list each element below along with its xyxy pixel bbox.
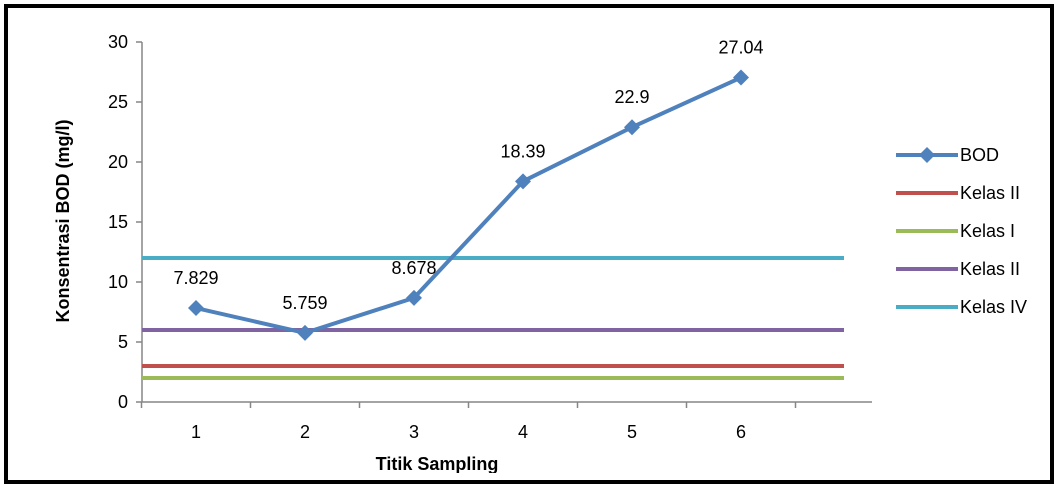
bod-point	[297, 324, 313, 341]
y-tick-label: 0	[118, 392, 128, 412]
bod-data-label: 22.9	[614, 87, 649, 107]
y-tick-label: 25	[108, 92, 128, 112]
x-tick-label: 2	[300, 422, 310, 442]
bod-data-label: 7.829	[173, 268, 218, 288]
bod-point	[188, 300, 204, 317]
x-tick-label: 3	[409, 422, 419, 442]
bod-data-label: 27.04	[718, 38, 763, 58]
legend: BOD Kelas II Kelas I Kelas II Kelas IV	[896, 145, 1027, 317]
bod-data-label: 8.678	[391, 258, 436, 278]
legend-label: Kelas I	[960, 221, 1015, 241]
x-tick-label: 1	[191, 422, 201, 442]
bod-point	[624, 119, 640, 136]
y-tick-label: 30	[108, 32, 128, 52]
bod-data-label: 18.39	[500, 141, 545, 161]
y-axis-title: Konsentrasi BOD (mg/l)	[53, 119, 73, 322]
x-tick-label: 4	[518, 422, 528, 442]
legend-label: Kelas II	[960, 183, 1020, 203]
axes: 0 5 10 15 20 25 30 1 2 3 4 5 6	[108, 32, 872, 442]
series-layer	[142, 69, 844, 380]
y-tick-label: 5	[118, 332, 128, 352]
chart-frame	[4, 4, 1054, 484]
y-tick-label: 15	[108, 212, 128, 232]
y-tick-label: 20	[108, 152, 128, 172]
bod-line-chart: 0 5 10 15 20 25 30 1 2 3 4 5 6 7.829 5.759 8.678 18.39 2…	[53, 32, 1027, 473]
x-axis-title: Titik Sampling	[376, 454, 499, 473]
bod-data-label: 5.759	[282, 293, 327, 313]
labels-layer: 7.829 5.759 8.678 18.39 22.9 27.04	[173, 38, 763, 313]
y-tick-label: 10	[108, 272, 128, 292]
x-tick-label: 6	[736, 422, 746, 442]
legend-label: Kelas IV	[960, 297, 1027, 317]
bod-point	[515, 173, 531, 190]
bod-point	[406, 289, 422, 306]
legend-label: BOD	[960, 145, 999, 165]
legend-label: Kelas II	[960, 259, 1020, 279]
x-tick-label: 5	[627, 422, 637, 442]
bod-series-line	[195, 75, 742, 335]
legend-marker	[919, 147, 935, 163]
bod-point	[733, 69, 749, 86]
